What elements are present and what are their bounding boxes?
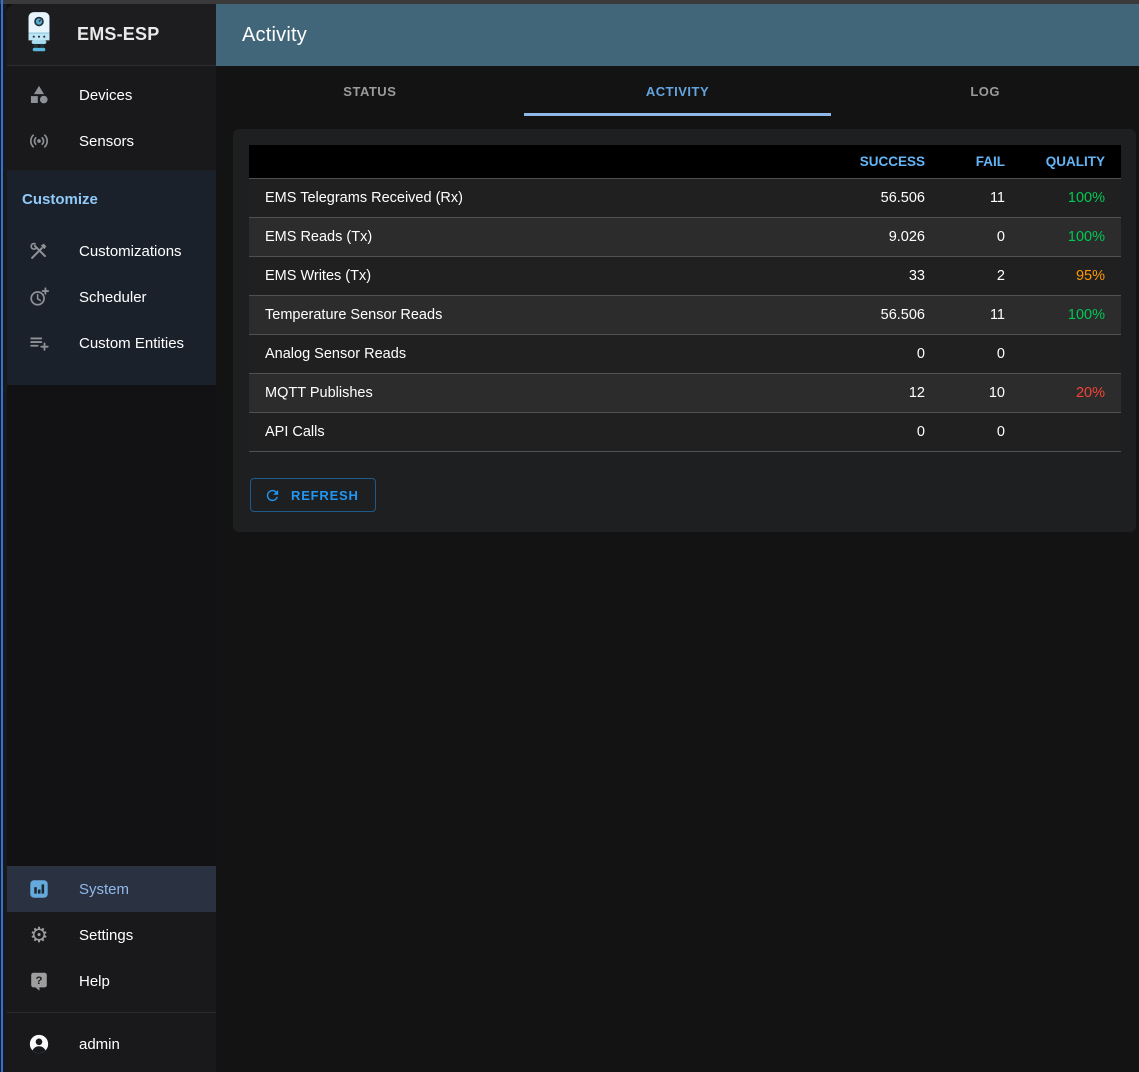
category-icon: [27, 83, 51, 107]
window-left-gutter: [0, 0, 7, 1072]
column-header-success: SUCCESS: [859, 154, 925, 169]
gear-icon: ⚙: [29, 922, 49, 947]
active-tab-indicator: [523, 113, 832, 116]
row-fail: 10: [988, 385, 1005, 401]
window-left-accent-line: [1, 0, 3, 1072]
table-row: Analog Sensor Reads 0 0: [249, 335, 1121, 374]
table-row: EMS Reads (Tx) 9.026 0 100%: [249, 218, 1121, 257]
more-time-icon: [27, 285, 51, 309]
brand-header: EMS-ESP: [7, 4, 216, 66]
table-row: EMS Telegrams Received (Rx) 56.506 11 10…: [249, 179, 1121, 218]
sidebar-item-customizations[interactable]: Customizations: [7, 228, 216, 274]
sidebar-item-devices[interactable]: Devices: [7, 72, 216, 118]
tab-content: SUCCESS FAIL QUALITY EMS Telegrams Recei…: [216, 116, 1139, 1072]
row-name: EMS Reads (Tx): [265, 229, 373, 245]
tab-log[interactable]: LOG: [970, 83, 1001, 99]
table-header-row: SUCCESS FAIL QUALITY: [249, 145, 1121, 179]
customize-section-header: Customize: [22, 191, 98, 208]
row-fail: 2: [996, 268, 1005, 284]
main-area: Activity STATUS ACTIVITY LOG SUCCESS FAI…: [216, 4, 1139, 1072]
row-name: EMS Telegrams Received (Rx): [265, 190, 463, 206]
sidebar-item-admin[interactable]: admin: [7, 1021, 216, 1067]
row-success: 0: [916, 424, 925, 440]
appbar: Activity: [216, 4, 1139, 66]
row-quality: 100%: [1067, 190, 1105, 206]
brand-title: EMS-ESP: [77, 24, 160, 44]
sidebar-item-label: System: [79, 880, 130, 898]
row-name: MQTT Publishes: [265, 385, 373, 401]
app-root: EMS-ESP Devices: [7, 4, 1139, 1072]
help-icon: ?: [27, 969, 51, 993]
activity-panel: SUCCESS FAIL QUALITY EMS Telegrams Recei…: [233, 129, 1136, 532]
row-fail: 0: [996, 424, 1005, 440]
row-quality: 95%: [1075, 268, 1105, 284]
sensors-icon: [27, 129, 51, 153]
sidebar-item-system[interactable]: System: [7, 866, 216, 912]
sidebar-item-settings[interactable]: ⚙ Settings: [7, 912, 216, 958]
account-circle-icon: [27, 1032, 51, 1056]
sidebar-item-sensors[interactable]: Sensors: [7, 118, 216, 164]
sidebar-settings-nav: ⚙ Settings ? Help: [7, 912, 216, 1013]
user-label: admin: [79, 1035, 120, 1053]
table-row: MQTT Publishes 12 10 20%: [249, 374, 1121, 413]
sidebar-item-custom-entities[interactable]: Custom Entities: [7, 320, 216, 366]
tab-status[interactable]: STATUS: [343, 83, 397, 99]
sidebar-item-label: Sensors: [79, 132, 135, 150]
sidebar-item-label: Customizations: [79, 242, 182, 260]
sidebar-item-label: Custom Entities: [79, 334, 185, 352]
sidebar-item-label: Devices: [79, 86, 133, 104]
tab-activity[interactable]: ACTIVITY: [645, 83, 710, 99]
sidebar-customize-section: Customize Customizations: [7, 170, 216, 385]
table-row: EMS Writes (Tx) 33 2 95%: [249, 257, 1121, 296]
page-title: Activity: [242, 23, 307, 46]
analytics-icon: [27, 877, 51, 901]
row-name: EMS Writes (Tx): [265, 268, 372, 284]
row-success: 12: [908, 385, 925, 401]
refresh-button-label: REFRESH: [291, 487, 359, 503]
row-quality: 100%: [1067, 229, 1105, 245]
row-success: 9.026: [888, 229, 925, 245]
row-quality: 100%: [1067, 307, 1105, 323]
sidebar-item-label: Help: [79, 972, 110, 990]
sidebar-item-label: Settings: [79, 926, 134, 944]
table-row: Temperature Sensor Reads 56.506 11 100%: [249, 296, 1121, 335]
row-fail: 0: [996, 229, 1005, 245]
sidebar-item-help[interactable]: ? Help: [7, 958, 216, 1004]
sidebar-item-label: Scheduler: [79, 288, 147, 306]
sidebar-item-scheduler[interactable]: Scheduler: [7, 274, 216, 320]
sidebar-user-section: admin: [7, 1013, 216, 1072]
row-quality: 20%: [1075, 385, 1105, 401]
row-name: Temperature Sensor Reads: [265, 307, 443, 323]
row-name: Analog Sensor Reads: [265, 346, 407, 362]
row-success: 33: [908, 268, 925, 284]
table-row: API Calls 0 0: [249, 413, 1121, 452]
row-name: API Calls: [265, 424, 325, 440]
construction-icon: [27, 239, 51, 263]
refresh-icon: [264, 487, 281, 504]
boiler-logo-icon: [22, 10, 56, 59]
svg-text:?: ?: [36, 975, 43, 987]
row-success: 56.506: [880, 190, 925, 206]
sidebar: EMS-ESP Devices: [7, 4, 216, 1072]
refresh-button[interactable]: REFRESH: [250, 478, 376, 512]
row-success: 0: [916, 346, 925, 362]
row-success: 56.506: [880, 307, 925, 323]
tab-bar: STATUS ACTIVITY LOG: [216, 66, 1139, 116]
playlist-add-icon: [27, 331, 51, 355]
activity-table: SUCCESS FAIL QUALITY EMS Telegrams Recei…: [249, 145, 1121, 452]
sidebar-spacer: [7, 385, 216, 866]
column-header-quality: QUALITY: [1045, 154, 1105, 169]
column-header-fail: FAIL: [975, 154, 1005, 169]
window-top-strip: [0, 0, 1139, 4]
sidebar-main-nav: Devices Sensors: [7, 66, 216, 170]
row-fail: 0: [996, 346, 1005, 362]
row-fail: 11: [989, 307, 1005, 323]
row-fail: 11: [989, 190, 1005, 206]
